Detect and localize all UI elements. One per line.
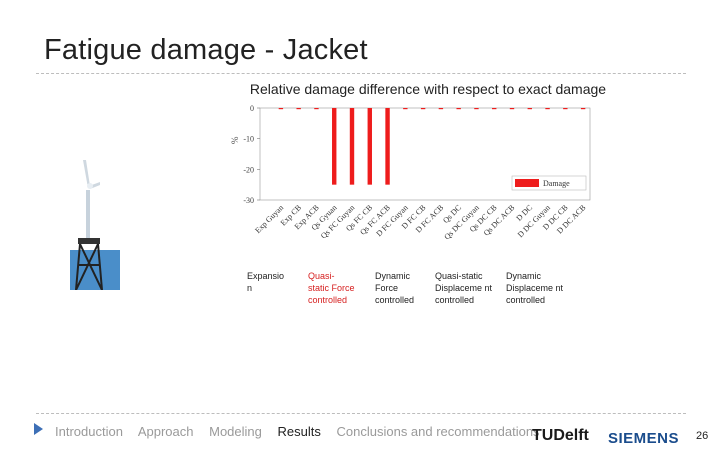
- bar: [403, 108, 408, 110]
- y-tick-label: -20: [243, 165, 254, 174]
- blade-up: [83, 160, 90, 188]
- bar: [545, 108, 550, 110]
- footer-arrow-icon: [34, 423, 43, 435]
- footer-item-results[interactable]: Results: [277, 424, 321, 439]
- group-label-quasistatic-force: Quasi- static Force controlled: [308, 271, 355, 305]
- nacelle: [87, 183, 93, 189]
- jacket-turbine-image: [70, 160, 120, 290]
- tower: [86, 190, 90, 240]
- footer-item-approach[interactable]: Approach: [137, 424, 194, 439]
- bar: [296, 108, 301, 110]
- bar: [385, 108, 390, 185]
- y-axis-label: %: [230, 136, 240, 144]
- legend-swatch: [515, 179, 539, 187]
- page-number: 26: [696, 430, 709, 442]
- footer-nav: Introduction Approach Modeling Results C…: [55, 424, 552, 439]
- bar: [367, 108, 372, 185]
- bar: [438, 108, 444, 110]
- footer-item-conclusions[interactable]: Conclusions and recommendations: [336, 424, 540, 439]
- title-divider: [36, 73, 686, 74]
- footer-item-modeling[interactable]: Modeling: [209, 424, 262, 439]
- y-tick-label: -10: [243, 135, 254, 144]
- platform: [78, 238, 100, 244]
- group-label-expansion: Expansio n: [247, 271, 285, 293]
- bar: [509, 108, 515, 110]
- bar: [580, 108, 586, 110]
- siemens-logo: SIEMENS: [608, 430, 680, 447]
- group-label-quasistatic-displacement: Quasi-static Displaceme nt controlled: [435, 271, 493, 305]
- chart-subtitle: Relative damage difference with respect …: [249, 81, 607, 97]
- footer-item-introduction[interactable]: Introduction: [55, 424, 123, 439]
- bar: [492, 108, 497, 110]
- bar: [474, 108, 479, 110]
- bar: [349, 108, 355, 185]
- footer-divider: [36, 413, 686, 414]
- bar: [314, 108, 319, 110]
- tudelft-logo: TUDelft: [532, 427, 589, 444]
- y-tick-label: -30: [243, 196, 254, 205]
- group-label-dynamic-force: Dynamic Force controlled: [375, 271, 415, 305]
- bar: [563, 108, 568, 110]
- bar: [527, 108, 532, 110]
- bar: [278, 108, 284, 110]
- legend-label: Damage: [543, 179, 570, 188]
- jacket-structure: [75, 243, 103, 290]
- group-label-dynamic-displacement: Dynamic Displaceme nt controlled: [506, 271, 564, 305]
- y-tick-label: 0: [250, 104, 254, 113]
- bar: [456, 108, 461, 110]
- bar: [332, 108, 337, 185]
- slide-title: Fatigue damage - Jacket: [44, 34, 368, 66]
- bar: [420, 108, 426, 110]
